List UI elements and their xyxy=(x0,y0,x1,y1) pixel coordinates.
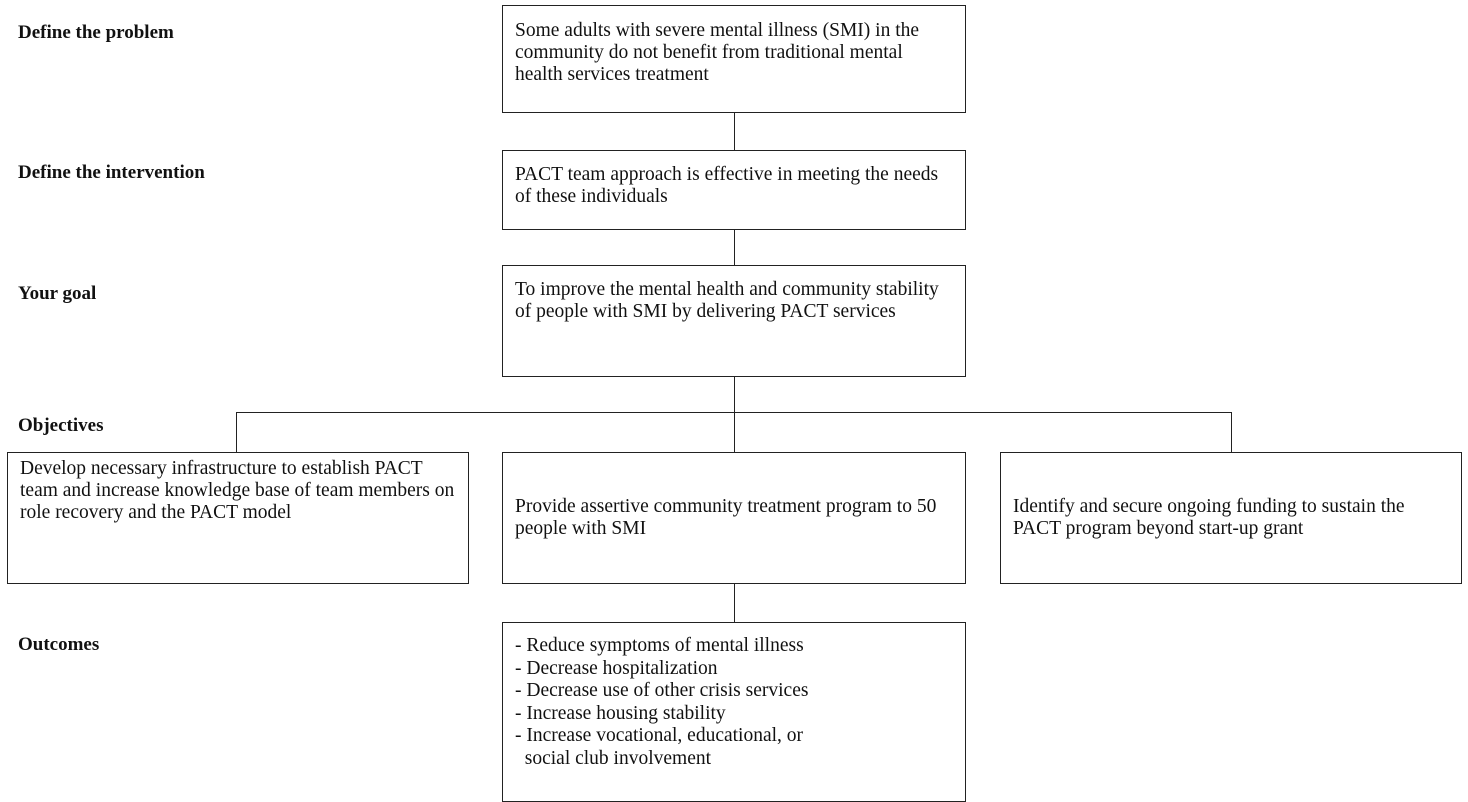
label-objectives: Objectives xyxy=(18,415,104,436)
outcome-item: - Decrease use of other crisis services xyxy=(515,680,809,701)
connector-goal-objectives xyxy=(734,377,735,452)
problem-box: Some adults with severe mental illness (… xyxy=(502,5,966,113)
objective-text-funding: Identify and secure ongoing funding to s… xyxy=(1013,496,1405,539)
outcome-item: - Increase housing stability xyxy=(515,702,726,724)
outcomes-box: - Reduce symptoms of mental illness - De… xyxy=(502,622,966,802)
objective-text-treatment: Provide assertive community treatment pr… xyxy=(515,496,937,539)
outcome-item: - Decrease hospitalization xyxy=(515,657,718,679)
connector-objective-right xyxy=(1231,412,1232,452)
outcome-item: - Reduce symptoms of mental illness xyxy=(515,635,804,656)
connector-objective-left xyxy=(236,412,237,452)
connector-intervention-goal xyxy=(734,230,735,265)
objective-box-funding: Identify and secure ongoing funding to s… xyxy=(1000,452,1462,584)
connector-objective-outcomes xyxy=(734,584,735,622)
label-outcomes: Outcomes xyxy=(18,634,100,655)
outcome-item: social club involvement xyxy=(515,747,712,769)
connector-objectives-bar xyxy=(236,412,1232,413)
intervention-box: PACT team approach is effective in meeti… xyxy=(502,150,966,230)
outcome-item: - Increase vocational, educational, or xyxy=(515,725,804,746)
label-define-problem: Define the problem xyxy=(18,22,174,43)
goal-box: To improve the mental health and communi… xyxy=(502,265,966,377)
objective-box-treatment: Provide assertive community treatment pr… xyxy=(502,452,966,584)
connector-problem-intervention xyxy=(734,113,735,150)
label-your-goal: Your goal xyxy=(18,283,97,304)
objective-box-infrastructure: Develop necessary infrastructure to esta… xyxy=(7,452,469,584)
label-define-intervention: Define the intervention xyxy=(18,162,205,183)
